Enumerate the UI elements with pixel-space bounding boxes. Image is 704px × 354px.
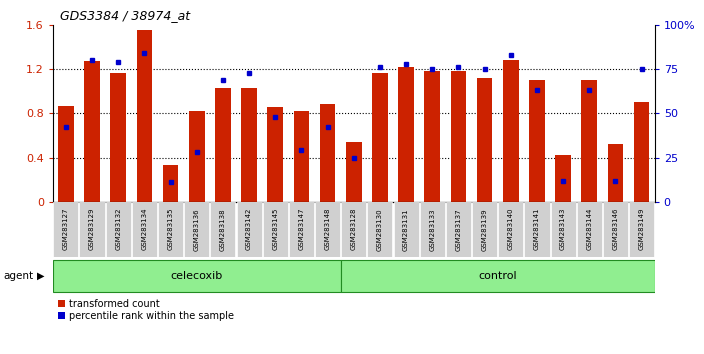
Text: GSM283129: GSM283129 [89,208,95,251]
Bar [53,260,341,292]
Bar [210,202,235,257]
Bar [268,107,283,202]
Bar [263,202,288,257]
Text: GSM283144: GSM283144 [586,208,592,250]
Bar [498,202,523,257]
Text: GSM283140: GSM283140 [508,208,514,251]
Bar [629,202,654,257]
Text: GSM283131: GSM283131 [403,208,409,251]
Bar [477,78,493,202]
Text: GSM283143: GSM283143 [560,208,566,251]
Bar [54,202,78,257]
Text: GSM283128: GSM283128 [351,208,357,251]
Bar [84,61,100,202]
Bar [58,105,74,202]
Bar [315,202,340,257]
Text: GSM283135: GSM283135 [168,208,174,251]
Legend: transformed count, percentile rank within the sample: transformed count, percentile rank withi… [58,299,234,321]
Bar [289,202,314,257]
Text: GSM283141: GSM283141 [534,208,540,251]
Bar [372,74,388,202]
Bar [341,260,655,292]
Bar [394,202,419,257]
Bar [603,202,628,257]
Text: GSM283149: GSM283149 [639,208,645,251]
Text: GSM283142: GSM283142 [246,208,252,250]
Bar [80,202,105,257]
Bar [158,202,183,257]
Bar [132,202,157,257]
Bar [582,80,597,202]
Text: GDS3384 / 38974_at: GDS3384 / 38974_at [60,9,190,22]
Bar [241,88,257,202]
Text: GSM283130: GSM283130 [377,208,383,251]
Bar [425,71,440,202]
Bar [320,104,335,202]
Bar [163,165,178,202]
Bar [184,202,209,257]
Text: GSM283145: GSM283145 [272,208,278,250]
Text: GSM283137: GSM283137 [455,208,461,251]
Bar [398,67,414,202]
Text: GSM283136: GSM283136 [194,208,200,251]
Text: GSM283132: GSM283132 [115,208,121,251]
Bar [555,155,571,202]
Bar [634,102,650,202]
Bar [137,30,152,202]
Bar [189,111,205,202]
Bar [446,202,471,257]
Text: GSM283133: GSM283133 [429,208,435,251]
Bar [524,202,550,257]
Text: GSM283139: GSM283139 [482,208,488,251]
Bar [577,202,602,257]
Text: celecoxib: celecoxib [170,271,223,281]
Bar [451,71,466,202]
Text: agent: agent [4,271,34,281]
Bar [551,202,576,257]
Text: GSM283134: GSM283134 [142,208,147,251]
Text: control: control [479,271,517,281]
Bar [529,80,545,202]
Text: GSM283147: GSM283147 [298,208,304,251]
Bar [472,202,497,257]
Bar [503,60,519,202]
Bar [341,202,366,257]
Text: GSM283138: GSM283138 [220,208,226,251]
Text: GSM283127: GSM283127 [63,208,69,251]
Bar [608,144,623,202]
Text: GSM283148: GSM283148 [325,208,331,251]
Text: GSM283146: GSM283146 [612,208,619,251]
Bar [215,88,231,202]
Bar [111,74,126,202]
Bar [367,202,393,257]
Text: ▶: ▶ [37,271,44,281]
Bar [420,202,445,257]
Bar [294,111,309,202]
Bar [106,202,131,257]
Bar [346,142,362,202]
Bar [237,202,262,257]
